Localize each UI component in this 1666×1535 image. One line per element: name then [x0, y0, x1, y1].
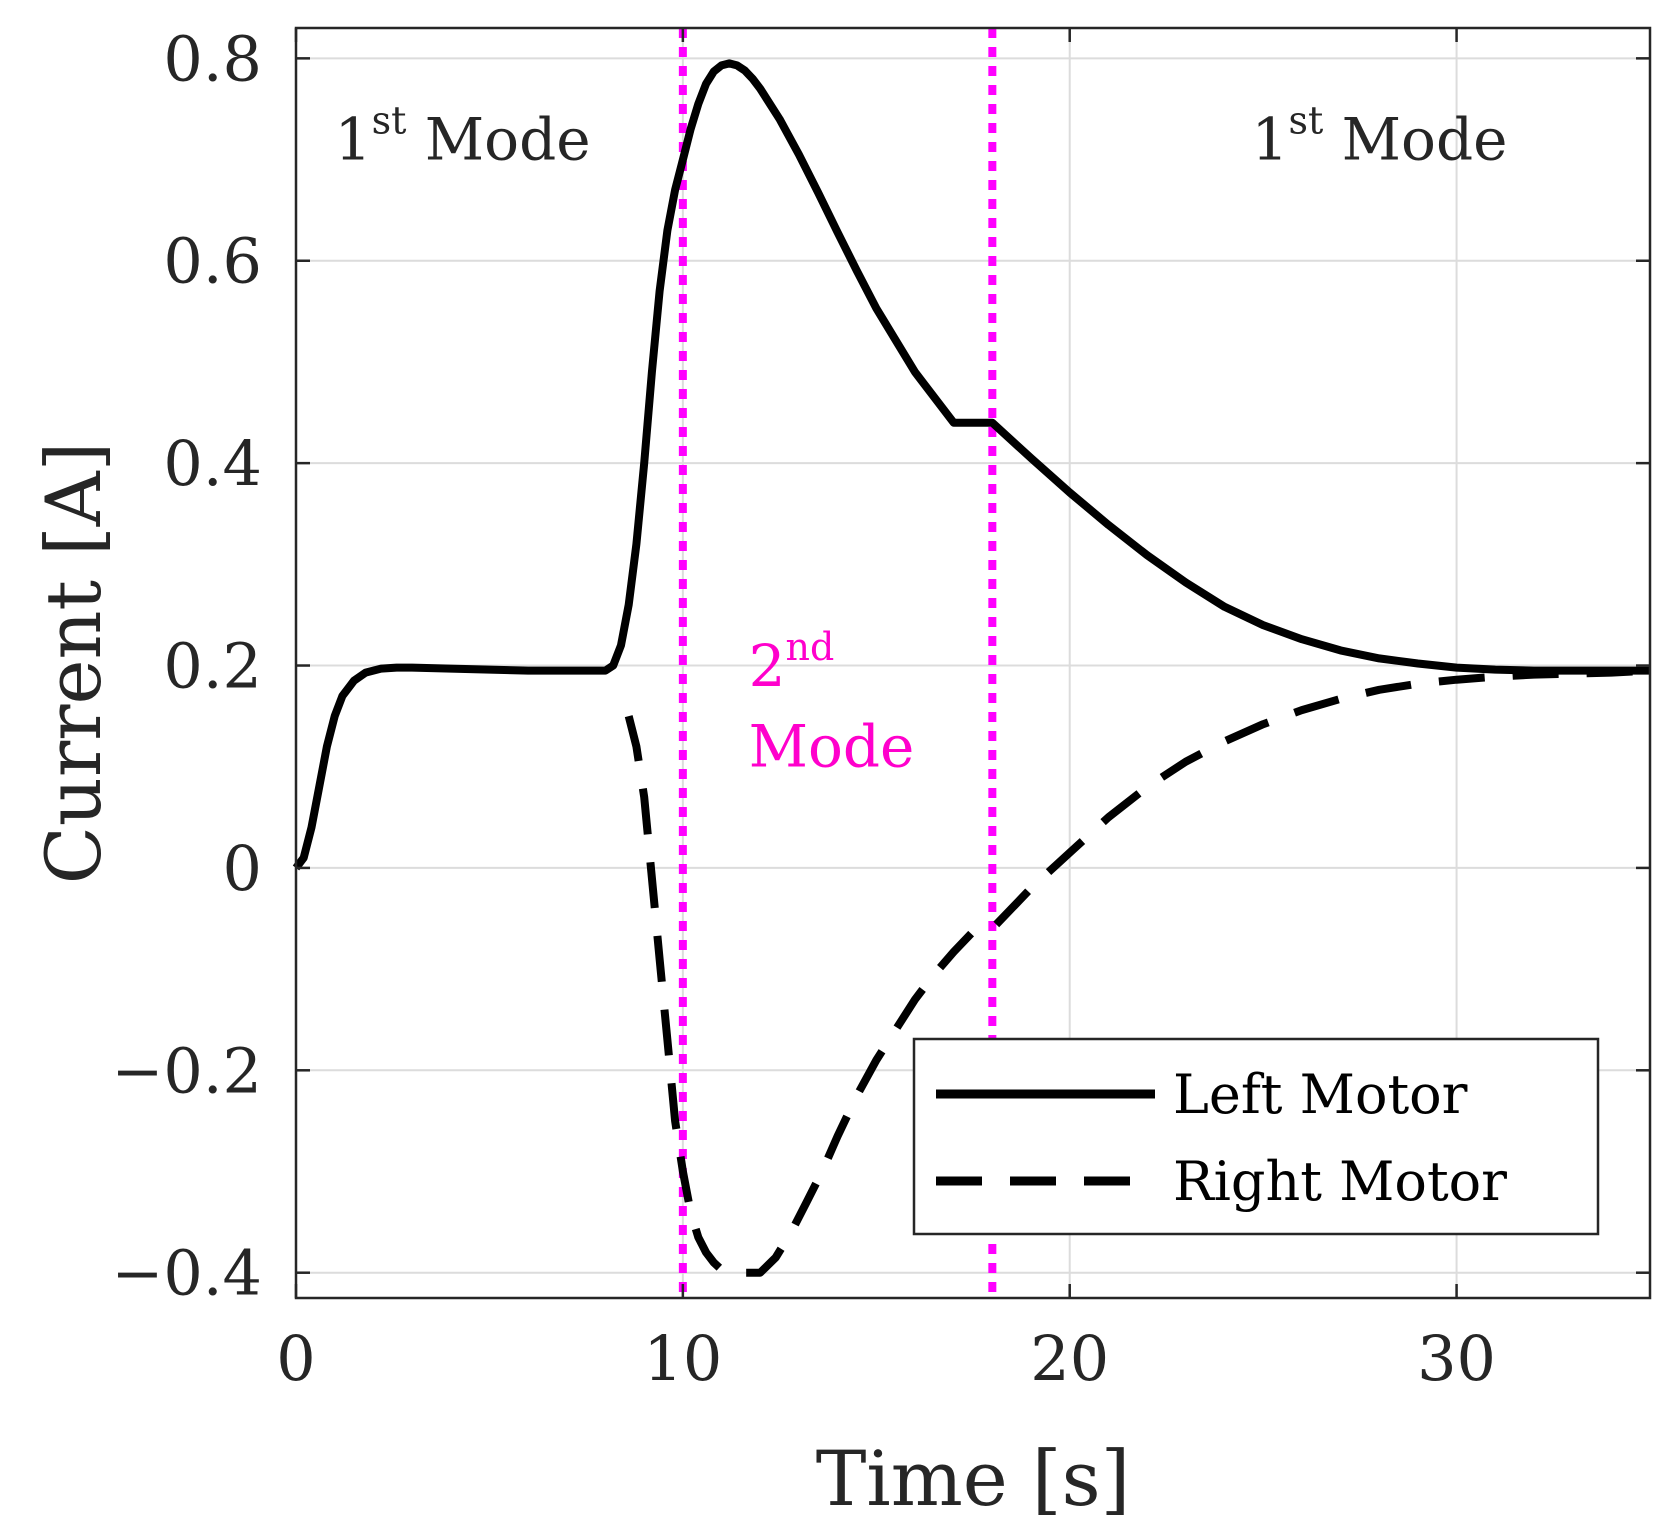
legend-label-left-motor: Left Motor: [1173, 1063, 1468, 1126]
x-tick-label: 0: [276, 1322, 315, 1395]
x-tick-label: 10: [643, 1322, 722, 1395]
legend-box: [912, 1037, 1600, 1236]
y-tick-label: −0.2: [111, 1034, 262, 1107]
series-line-right-motor: [624, 666, 1651, 1277]
y-tick-label: 0: [223, 832, 262, 905]
x-axis-label: Time [s]: [816, 1434, 1131, 1523]
legend-label-right-motor: Right Motor: [1173, 1150, 1507, 1213]
y-tick-label: 0.4: [163, 427, 262, 500]
ticks: 0 10 20 30 −0.4 −0.2 0 0.2 0.4 0.6 0.8: [111, 22, 1650, 1395]
y-tick-label: 0.2: [163, 630, 262, 703]
mode-annotation: Mode: [749, 713, 915, 781]
series-line-left-motor: [292, 59, 1650, 871]
mode-annotation: 1st Mode: [335, 99, 591, 174]
x-tick-label: 30: [1417, 1322, 1496, 1395]
mode-annotation: 1st Mode: [1252, 99, 1508, 174]
plot-frame: [294, 26, 1652, 1300]
mode-boundaries: [678, 28, 997, 1298]
y-tick-label: 0.6: [163, 225, 262, 298]
y-axis-label: Current [A]: [29, 442, 118, 885]
series-lines: [292, 59, 1651, 1277]
mode-annotation: 2nd: [749, 625, 835, 700]
x-tick-label: 20: [1030, 1322, 1109, 1395]
y-tick-label: 0.8: [163, 22, 262, 95]
y-tick-label: −0.4: [111, 1237, 262, 1310]
annotations: 1st Mode 2nd Mode 1st Mode: [335, 99, 1508, 781]
legend: Left Motor Right Motor: [912, 1037, 1600, 1236]
